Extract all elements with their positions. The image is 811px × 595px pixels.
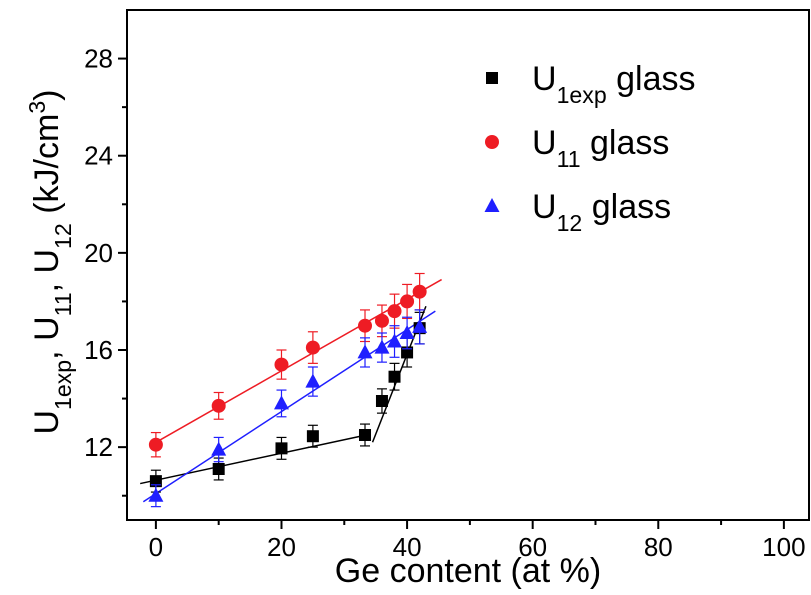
marker	[357, 344, 373, 359]
x-axis-label: Ge content (at %)	[335, 552, 601, 590]
legend-marker	[484, 198, 500, 212]
legend-marker	[486, 72, 498, 84]
marker	[273, 395, 289, 410]
marker	[375, 395, 388, 407]
marker	[374, 339, 390, 354]
fit-line	[142, 310, 436, 503]
marker	[359, 429, 372, 441]
marker	[387, 304, 402, 319]
label-part: glass	[581, 124, 670, 162]
marker	[412, 318, 428, 333]
x-tick-label: 20	[267, 532, 296, 562]
x-tick-label: 0	[149, 532, 163, 562]
y-tick-label: 28	[84, 44, 113, 74]
label-part: 1exp	[50, 360, 76, 410]
fit-line	[149, 278, 442, 447]
label-part: U	[532, 60, 557, 98]
marker	[412, 284, 427, 299]
y-axis-label: U1exp, U11, U12 (kJ/cm3)	[24, 89, 76, 434]
marker	[358, 318, 373, 333]
marker	[388, 370, 401, 383]
marker	[374, 313, 389, 328]
legend-label: U12 glass	[532, 188, 671, 236]
x-tick-label: 100	[762, 532, 805, 562]
legend-label: U1exp glass	[532, 60, 696, 108]
marker	[211, 441, 227, 456]
label-part: 12	[50, 223, 76, 249]
marker	[306, 430, 319, 443]
marker	[401, 346, 414, 359]
marker	[387, 333, 403, 348]
legend-label: U11 glass	[532, 124, 669, 172]
marker	[211, 398, 226, 413]
marker	[148, 487, 164, 502]
x-tick-label: 40	[393, 532, 422, 562]
label-part: U	[532, 188, 557, 226]
marker	[149, 475, 162, 488]
y-tick-label: 12	[84, 432, 113, 462]
label-part: 1exp	[557, 82, 607, 108]
label-part: 3	[24, 101, 50, 114]
marker	[305, 373, 321, 388]
y-tick-label: 16	[84, 335, 113, 365]
legend-marker	[485, 135, 499, 149]
x-tick-label: 60	[518, 532, 547, 562]
label-part: 11	[557, 146, 581, 172]
fit-line	[140, 434, 367, 485]
label-part: glass	[582, 188, 671, 226]
marker	[274, 357, 289, 372]
label-part: glass	[607, 60, 696, 98]
marker	[212, 463, 225, 475]
y-tick-label: 24	[84, 141, 113, 171]
label-part: 12	[557, 210, 583, 236]
plot-frame	[126, 9, 810, 521]
label-part: U	[532, 124, 557, 162]
label-part: U	[28, 410, 66, 435]
label-part: 11	[50, 292, 76, 316]
label-part: )	[28, 89, 66, 100]
marker	[275, 442, 288, 455]
y-tick-label: 20	[84, 238, 113, 268]
x-tick-label: 80	[644, 532, 673, 562]
marker	[400, 294, 415, 309]
label-part: , U	[28, 249, 66, 292]
marker	[305, 340, 320, 355]
marker	[399, 325, 415, 339]
label-part: , U	[28, 316, 66, 359]
label-part: (kJ/cm	[28, 114, 66, 224]
marker	[148, 437, 163, 452]
